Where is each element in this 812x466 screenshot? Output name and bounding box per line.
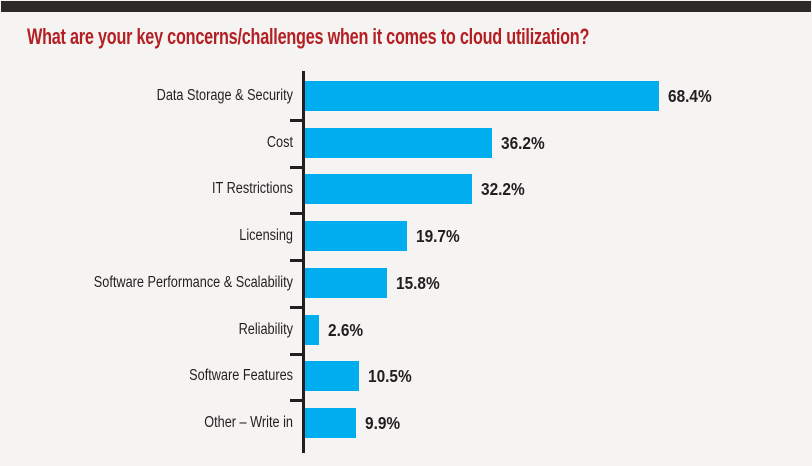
value-label: 2.6% — [327, 319, 363, 340]
bar-row: Reliability 2.6% — [0, 314, 812, 345]
category-label: Software Performance & Scalability — [93, 273, 293, 291]
bar — [305, 361, 360, 392]
category-label: Reliability — [238, 320, 293, 338]
axis-tick — [290, 119, 303, 122]
value-label: 15.8% — [395, 272, 440, 293]
category-label: IT Restrictions — [211, 180, 293, 198]
value-label: 10.5% — [368, 366, 412, 387]
bar — [305, 221, 407, 252]
axis-tick — [290, 165, 303, 169]
bar-row: Software Performance & Scalability 15.8% — [0, 267, 812, 298]
value-label: 19.7% — [415, 226, 460, 247]
axis-tick — [290, 399, 303, 403]
chart-title: What are your key concerns/challenges wh… — [27, 24, 590, 49]
axis-tick — [290, 352, 303, 356]
value-label: 68.4% — [668, 86, 712, 106]
top-accent-bar — [1, 1, 811, 12]
axis-tick — [290, 305, 303, 309]
bar-row: Other – Write in 9.9% — [0, 407, 812, 438]
value-label: 36.2% — [501, 132, 545, 153]
bar — [305, 267, 387, 298]
bar-row: Data Storage & Security 68.4% — [0, 81, 812, 111]
category-label: Cost — [266, 133, 293, 151]
category-label: Data Storage & Security — [156, 87, 293, 104]
value-label: 32.2% — [480, 179, 525, 200]
bar — [305, 314, 319, 345]
category-label: Software Features — [189, 367, 293, 385]
bar-row: IT Restrictions 32.2% — [0, 174, 812, 205]
value-label: 9.9% — [365, 412, 401, 433]
axis-tick — [290, 259, 303, 263]
bar-row: Licensing 19.7% — [0, 221, 812, 252]
bar — [305, 174, 472, 205]
category-label: Licensing — [239, 227, 293, 245]
bar — [305, 127, 493, 158]
bar-row: Software Features 10.5% — [0, 361, 812, 392]
bar-row: Cost 36.2% — [0, 127, 812, 158]
axis-tick — [290, 212, 303, 216]
y-axis-line — [302, 71, 305, 453]
bar — [305, 407, 357, 438]
bar — [305, 81, 659, 111]
category-label: Other – Write in — [204, 413, 293, 431]
